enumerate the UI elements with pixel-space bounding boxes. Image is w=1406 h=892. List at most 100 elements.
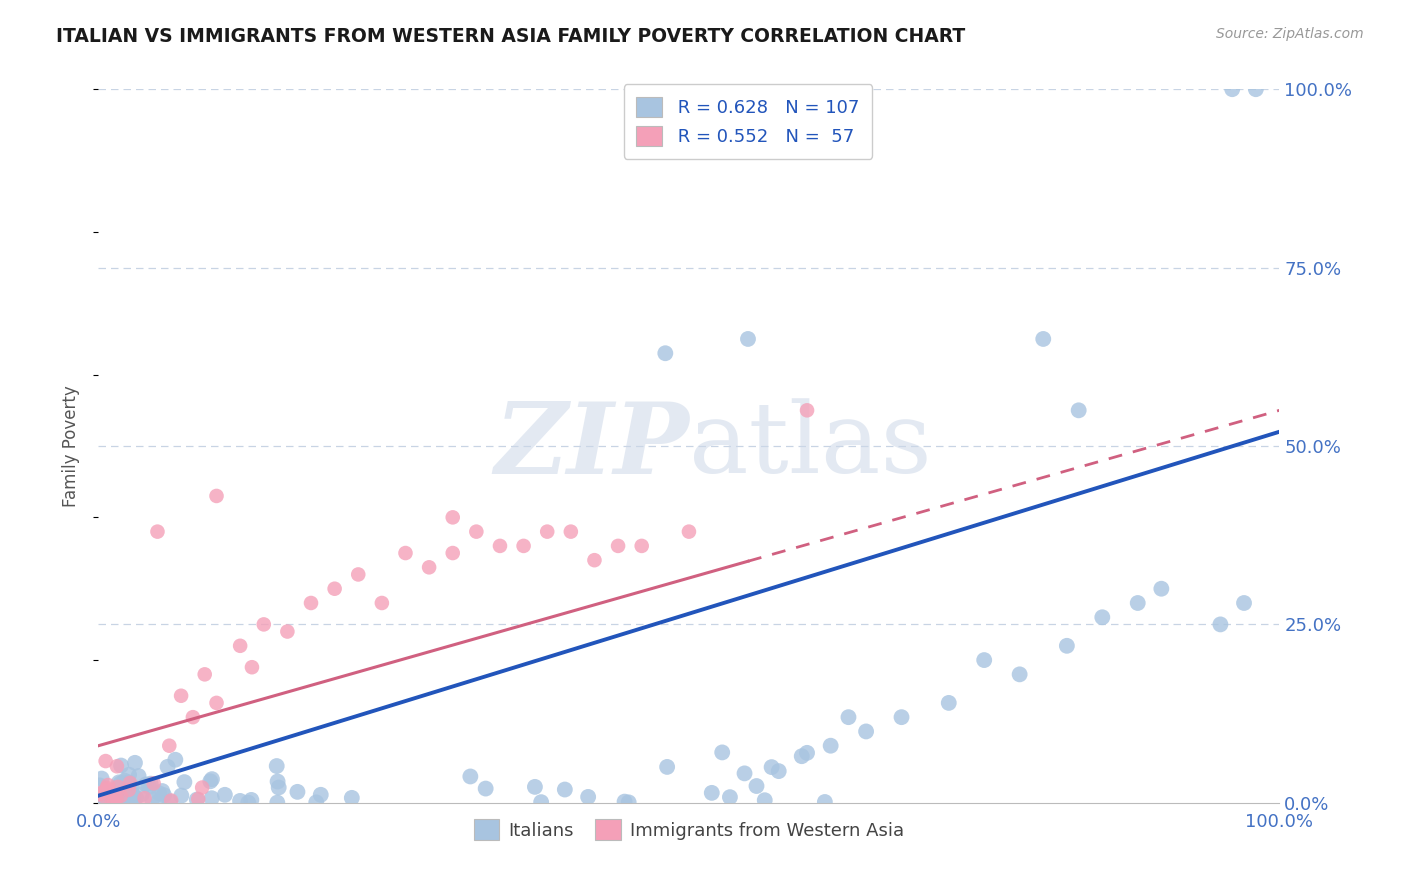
Point [607,539,630,553]
Point [120,776,142,790]
Point [105,759,128,773]
Point [110,789,132,803]
Legend: Italians, Immigrants from Western Asia: Italians, Immigrants from Western Asia [467,812,911,847]
Point [489,539,512,553]
Point [1008,667,1031,681]
Point [768,764,790,778]
Point [340,790,363,805]
Point [118,783,141,797]
Point [837,710,859,724]
Point [305,796,328,810]
Point [229,794,252,808]
Point [323,582,346,596]
Point [1233,596,1256,610]
Point [110,758,132,772]
Point [134,791,156,805]
Point [93,789,115,804]
Point [711,746,734,760]
Point [94,793,117,807]
Point [100,790,122,805]
Point [110,794,132,808]
Point [146,524,169,539]
Point [165,753,187,767]
Point [112,790,135,805]
Point [156,760,179,774]
Point [194,667,217,681]
Point [128,769,150,783]
Point [187,792,209,806]
Point [418,560,440,574]
Point [371,596,394,610]
Y-axis label: Family Poverty: Family Poverty [62,385,80,507]
Point [89,787,111,801]
Point [654,346,676,360]
Point [238,796,260,810]
Point [205,489,228,503]
Point [108,781,131,796]
Point [159,795,181,809]
Point [1056,639,1078,653]
Point [276,624,298,639]
Point [1209,617,1232,632]
Point [139,777,162,791]
Point [114,773,136,788]
Point [107,780,129,794]
Point [170,689,193,703]
Point [754,793,776,807]
Point [89,778,111,792]
Point [97,789,120,803]
Point [973,653,995,667]
Point [120,784,142,798]
Point [148,795,170,809]
Point [90,786,112,800]
Point [101,794,124,808]
Point [157,739,180,753]
Point [160,793,183,807]
Point [96,780,118,795]
Point [201,791,224,805]
Point [718,790,741,805]
Point [938,696,960,710]
Point [181,710,204,724]
Point [761,760,783,774]
Text: Source: ZipAtlas.com: Source: ZipAtlas.com [1216,27,1364,41]
Point [512,539,534,553]
Point [138,780,160,794]
Point [115,788,138,802]
Point [347,567,370,582]
Point [890,710,912,724]
Point [105,791,128,805]
Point [745,779,768,793]
Text: atlas: atlas [689,398,932,494]
Point [790,749,813,764]
Point [124,756,146,770]
Point [814,795,837,809]
Point [135,777,157,791]
Point [112,789,135,803]
Point [796,746,818,760]
Point [108,775,131,789]
Text: ZIP: ZIP [494,398,689,494]
Point [1126,596,1149,610]
Point [91,795,114,809]
Point [214,788,236,802]
Text: ITALIAN VS IMMIGRANTS FROM WESTERN ASIA FAMILY POVERTY CORRELATION CHART: ITALIAN VS IMMIGRANTS FROM WESTERN ASIA … [56,27,966,45]
Point [240,660,263,674]
Point [267,780,290,795]
Point [94,754,117,768]
Point [309,788,332,802]
Point [153,788,176,802]
Point [734,766,756,780]
Point [112,779,135,793]
Point [103,791,125,805]
Point [394,546,416,560]
Point [554,782,576,797]
Point [201,772,224,786]
Point [1244,82,1267,96]
Point [98,786,121,800]
Point [737,332,759,346]
Point [229,639,252,653]
Point [465,524,488,539]
Point [441,546,464,560]
Point [474,781,496,796]
